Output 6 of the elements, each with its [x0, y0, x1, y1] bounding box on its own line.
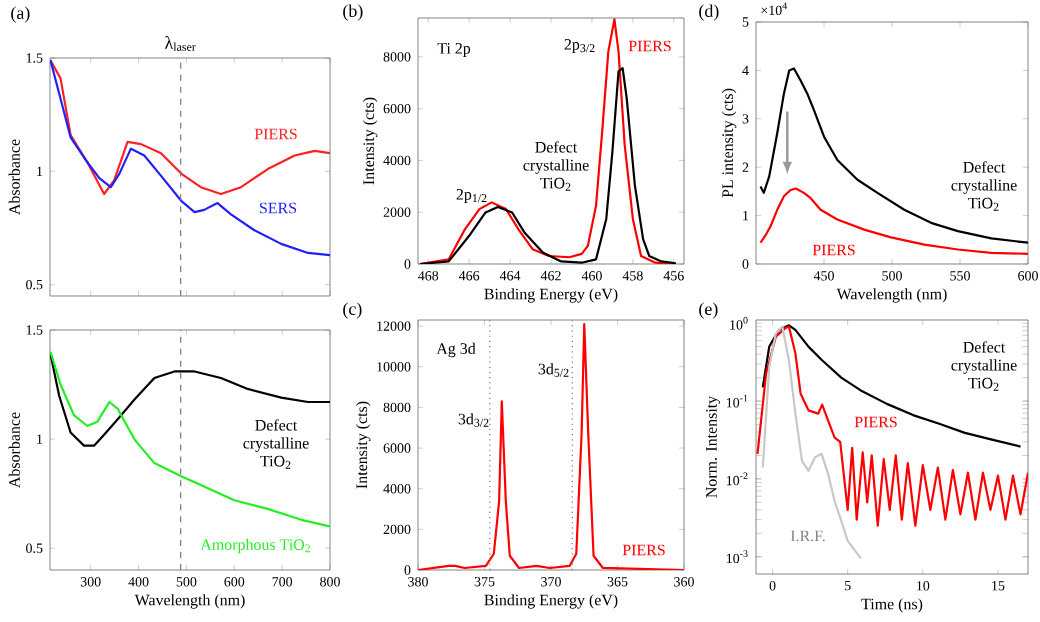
- text: (e): [699, 302, 718, 319]
- text: (c): [343, 302, 362, 319]
- text: (b): [343, 4, 363, 21]
- text: (a): [11, 6, 30, 23]
- text: (d): [699, 4, 719, 21]
- ref-line-label: λ$_{laser}$: [165, 36, 196, 51]
